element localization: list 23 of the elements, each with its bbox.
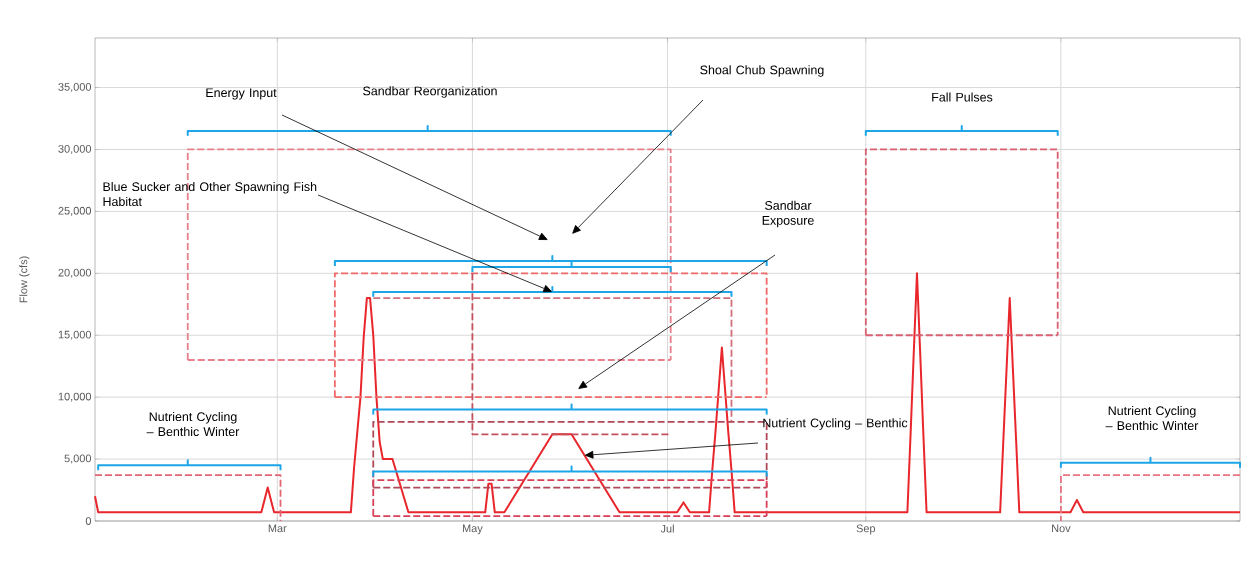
y-tick-label: 0	[85, 517, 92, 525]
y-tick-label: 5,000	[64, 454, 92, 464]
y-tick-label: 10,000	[58, 392, 92, 402]
x-tick-label: May	[462, 524, 483, 535]
y-tick-label: 25,000	[58, 206, 92, 216]
x-tick-label: Sep	[856, 524, 876, 535]
y-tick-label: 35,000	[58, 83, 92, 93]
y-axis-title: Flow (cfs)	[19, 256, 30, 303]
annotation: Sandbar Exposure	[762, 200, 814, 228]
annotation: Blue Sucker and Other Spawning Fish Habitat	[103, 181, 317, 207]
annotation: Nutrient Cycling – Benthic Winter	[146, 411, 240, 437]
annotation: Shoal Chub Spawning	[700, 65, 824, 77]
annotation: Sandbar Reorganization	[363, 86, 497, 98]
x-tick-label: Nov	[1052, 524, 1071, 533]
y-tick-label: 30,000	[58, 144, 92, 154]
annotation: Fall Pulses	[932, 92, 993, 102]
y-tick-label: 15,000	[58, 330, 92, 340]
annotation: Energy Input	[206, 88, 277, 100]
x-tick-label: Mar	[268, 524, 287, 533]
y-tick-label: 20,000	[58, 268, 92, 278]
annotation: Nutrient Cycling – Benthic	[763, 418, 908, 430]
x-tick-label: Jul	[660, 524, 674, 533]
annotation: Nutrient Cycling – Benthic Winter	[1105, 405, 1199, 431]
